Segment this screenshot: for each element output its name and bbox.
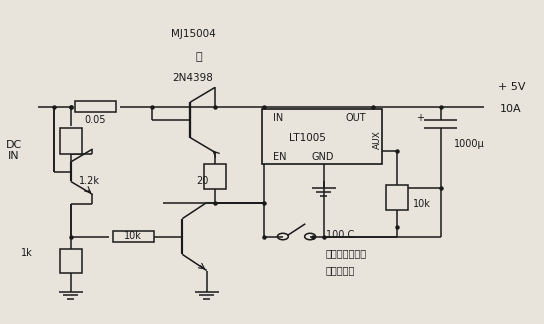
Text: +: +	[416, 113, 424, 122]
Text: EN: EN	[273, 152, 287, 162]
Bar	[204, 164, 226, 189]
Bar	[113, 231, 154, 242]
Text: GND: GND	[311, 152, 333, 162]
Text: 或: 或	[195, 52, 202, 62]
Text: 1k: 1k	[21, 248, 33, 258]
Text: DC
IN: DC IN	[5, 140, 22, 161]
Text: + 5V: + 5V	[498, 83, 526, 92]
Text: 常开热开关装在: 常开热开关装在	[325, 248, 367, 258]
Bar	[262, 109, 382, 164]
Bar	[60, 249, 82, 273]
Text: MJ15004: MJ15004	[171, 29, 215, 39]
Text: 20: 20	[196, 177, 208, 186]
Text: 10k: 10k	[413, 199, 431, 209]
Text: 1.2k: 1.2k	[79, 177, 100, 186]
Text: 1000μ: 1000μ	[454, 139, 485, 149]
Bar	[60, 128, 82, 154]
Text: 散热片上。: 散热片上。	[325, 266, 355, 275]
Text: 10A: 10A	[499, 104, 521, 113]
Text: IN: IN	[273, 113, 283, 123]
Text: 0.05: 0.05	[84, 115, 106, 125]
Bar	[75, 101, 116, 112]
Text: LT1005: LT1005	[289, 133, 326, 143]
Text: 2N4398: 2N4398	[172, 73, 214, 83]
Text: AUX: AUX	[373, 130, 381, 149]
Bar	[386, 185, 408, 210]
Text: 100 C: 100 C	[326, 230, 355, 240]
Text: OUT: OUT	[345, 113, 366, 123]
Text: 10k: 10k	[125, 231, 142, 241]
